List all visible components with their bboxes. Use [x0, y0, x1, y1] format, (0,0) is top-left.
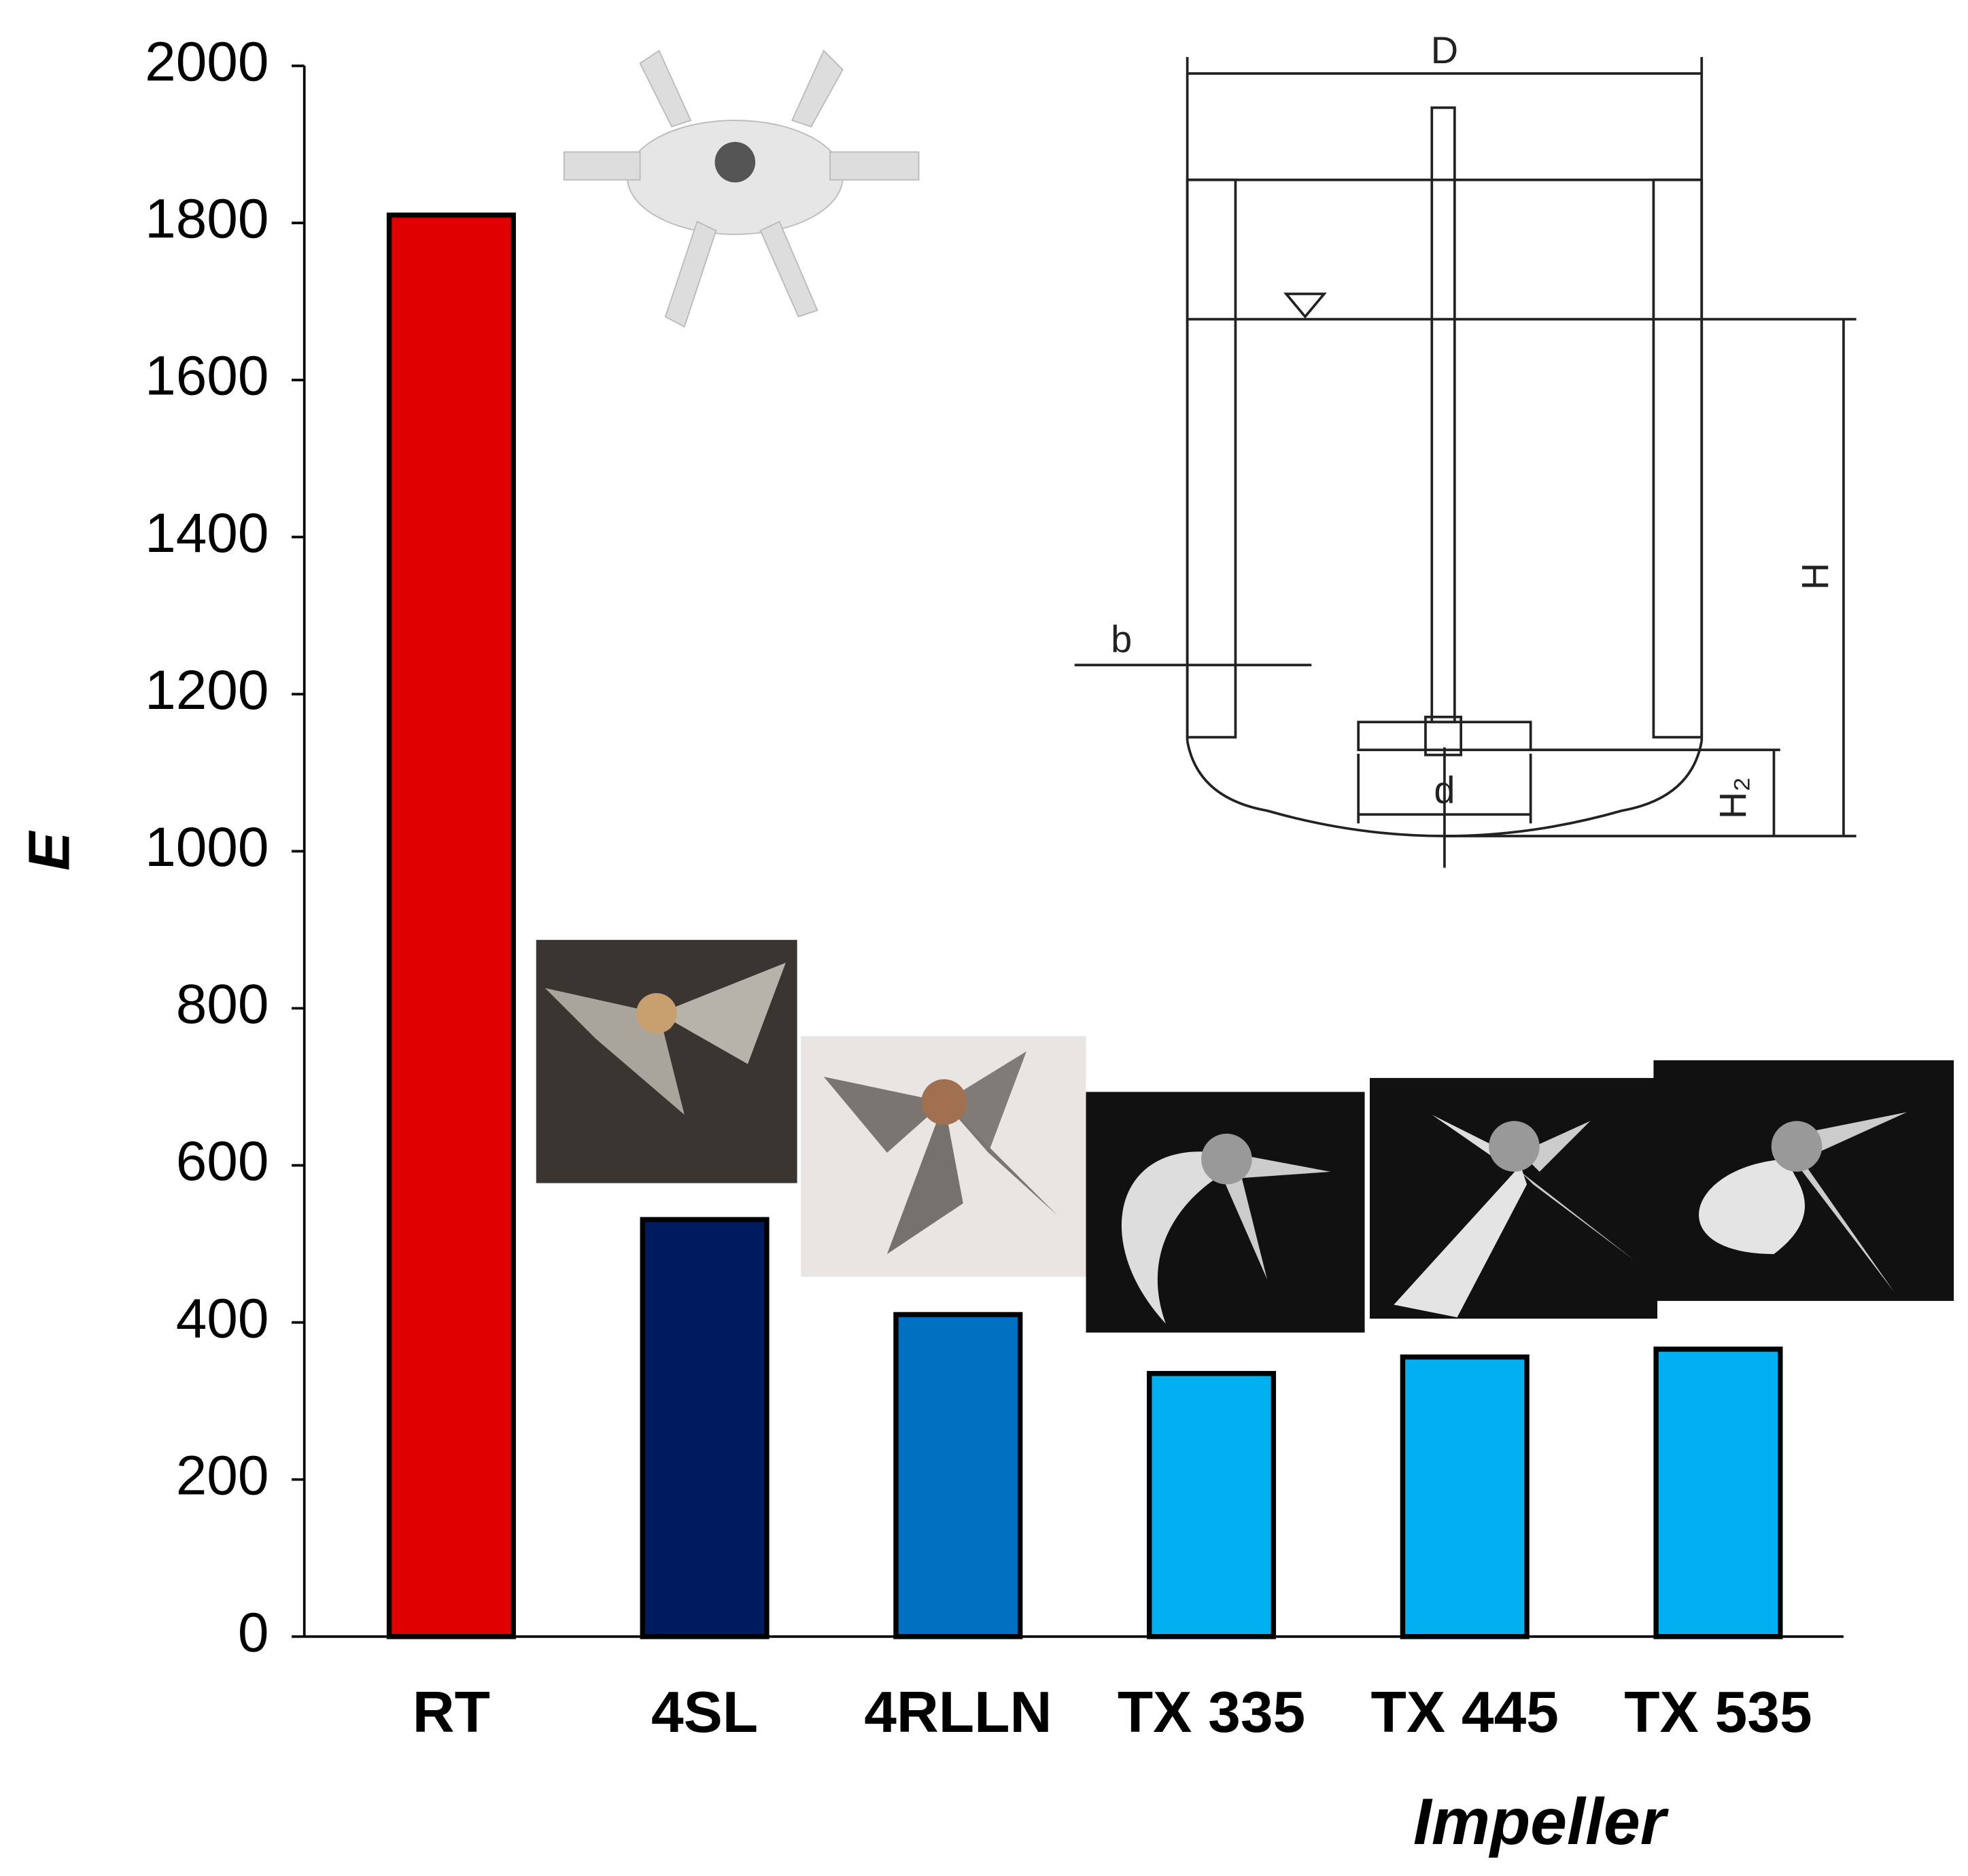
bar [893, 1312, 1023, 1639]
label-h2: H₂ [1711, 777, 1754, 819]
bar [640, 1217, 770, 1639]
photo-tx535 [1653, 1060, 1954, 1301]
label-h: H [1793, 563, 1836, 590]
y-tick-label: 200 [176, 1444, 269, 1506]
x-tick-label: 4RLLN [864, 1680, 1052, 1745]
y-tick-label: 1600 [145, 345, 269, 407]
label-d-vessel: D [1431, 29, 1458, 71]
label-b: b [1111, 618, 1132, 661]
y-tick-label: 0 [238, 1601, 269, 1663]
bar [1400, 1354, 1530, 1639]
x-tick-label: RT [413, 1680, 490, 1745]
bar [1146, 1370, 1277, 1639]
vessel-diagram: D b d H H₂ [1074, 29, 1857, 868]
y-tick-label: 2000 [145, 31, 269, 93]
y-tick-label: 1800 [145, 188, 269, 250]
x-tick-label: 4SL [651, 1680, 758, 1745]
label-d-impeller: d [1434, 768, 1455, 811]
y-tick-label: 600 [176, 1130, 269, 1192]
y-axis-label: E [16, 830, 82, 871]
photo-tx445 [1369, 1077, 1658, 1319]
y-tick-label: 800 [176, 973, 269, 1035]
photo-tx335 [1086, 1092, 1365, 1333]
y-tick-label: 1200 [145, 659, 269, 721]
photo-rt [563, 49, 920, 328]
x-tick-label: TX 335 [1118, 1680, 1305, 1745]
photo-4sl [536, 939, 797, 1183]
bar [386, 212, 516, 1639]
photo-4rlln [801, 1036, 1086, 1277]
bar [1653, 1347, 1783, 1639]
y-tick-label: 400 [176, 1287, 269, 1349]
x-axis-label: Impeller [1413, 1784, 1670, 1858]
x-tick-label: TX 535 [1624, 1680, 1812, 1745]
y-tick-label: 1000 [145, 816, 269, 878]
impeller-photos [536, 49, 1954, 1333]
y-tick-label: 1400 [145, 502, 269, 564]
x-tick-label: TX 445 [1371, 1680, 1559, 1745]
